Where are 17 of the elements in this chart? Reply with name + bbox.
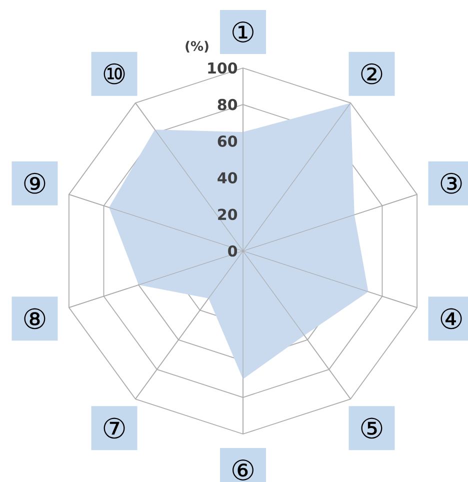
y-tick-label: 80 [218,98,238,110]
y-tick-label: 60 [218,136,238,147]
spoke-label: ⑤ [361,418,382,439]
spoke-label: ⑦ [104,418,125,439]
spoke-label: ① [232,22,254,42]
y-tick-label: 20 [218,208,238,220]
spoke-label: ④ [440,308,462,330]
spoke-label: ⑨ [24,172,46,194]
spoke-label: ⑥ [232,460,254,480]
spoke-label: ⑧ [24,308,46,330]
y-tick-label: 40 [218,172,238,184]
spoke-label: ⑩ [104,63,125,84]
spoke-label: ③ [440,172,462,194]
spoke-label: ② [361,63,382,84]
text: (%) [186,40,208,52]
y-tick-label: 100 [208,62,238,74]
y-tick-label: 0 [228,245,238,257]
